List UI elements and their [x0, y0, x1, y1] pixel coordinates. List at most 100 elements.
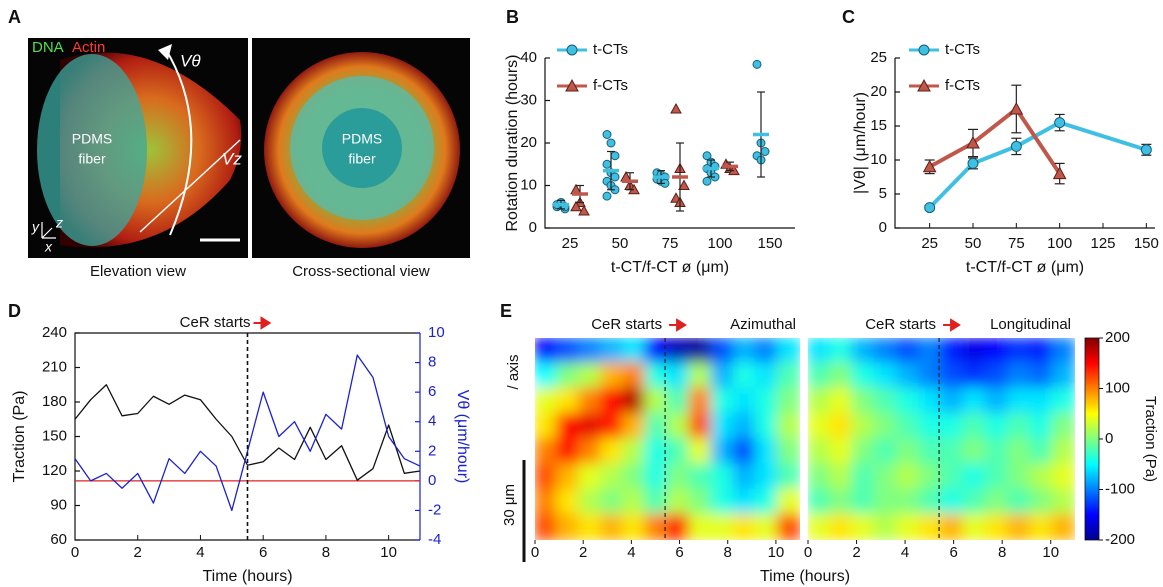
series-line	[74, 354, 421, 512]
cell	[808, 438, 832, 466]
cell	[644, 412, 669, 440]
cell	[851, 488, 876, 516]
x-tick-label: 75	[662, 235, 679, 252]
y-tick-label: 25	[870, 49, 887, 66]
cell	[578, 463, 603, 491]
cell	[578, 438, 603, 466]
y-tick-label: -4	[428, 531, 441, 548]
cell	[873, 513, 898, 540]
cell	[873, 488, 898, 516]
cell	[622, 513, 647, 540]
y-tick-label: 210	[42, 358, 67, 375]
cell	[644, 488, 669, 516]
cell	[535, 362, 559, 390]
cell	[1029, 338, 1054, 365]
cell	[622, 412, 647, 440]
cell	[710, 412, 735, 440]
cell	[873, 387, 898, 415]
cell	[622, 488, 647, 516]
cell	[896, 513, 921, 540]
cell	[600, 412, 625, 440]
cell	[776, 387, 800, 415]
series-line	[928, 106, 1062, 175]
view-label: Cross-sectional view	[292, 263, 430, 280]
side-label: / axis	[505, 354, 522, 389]
y-axis-label: |Vθ| (μm/hour)	[852, 92, 869, 194]
y-tick-label: 10	[428, 324, 445, 341]
cell	[962, 338, 987, 365]
series-line	[74, 384, 421, 481]
cell	[829, 463, 854, 491]
x-tick-label: 4	[196, 544, 204, 561]
x-tick-label: 2	[852, 544, 860, 561]
cell	[985, 513, 1010, 540]
cell	[622, 438, 647, 466]
cell	[556, 338, 581, 365]
scale-label: 30 μm	[501, 484, 518, 526]
y-tick-label: 120	[42, 462, 67, 479]
x-tick-label: 0	[804, 544, 812, 561]
cell	[808, 488, 832, 516]
cell	[985, 438, 1010, 466]
y-tick-label: 15	[870, 117, 887, 134]
y-tick-label: 0	[428, 472, 436, 489]
cell	[940, 488, 965, 516]
x-tick-label: 0	[71, 544, 79, 561]
y-tick-label: 90	[50, 496, 67, 513]
cell	[896, 438, 921, 466]
cell	[1051, 412, 1075, 440]
cell	[808, 412, 832, 440]
cell	[556, 362, 581, 390]
colorbar	[1084, 337, 1100, 541]
x-tick-label: 10	[1042, 544, 1059, 561]
arrowhead	[158, 44, 172, 60]
heatmap-cells	[535, 338, 800, 540]
cell	[985, 362, 1010, 390]
cell	[578, 412, 603, 440]
cell	[962, 463, 987, 491]
cell	[1051, 362, 1075, 390]
y-tick-label: 0	[879, 219, 887, 236]
cell	[918, 488, 943, 516]
legend-label: f-CTs	[945, 77, 980, 94]
marker	[917, 78, 931, 92]
cell	[644, 438, 669, 466]
x-axis-label: t-CT/f-CT ø (μm)	[966, 259, 1084, 276]
cell	[754, 513, 779, 540]
cell	[829, 438, 854, 466]
cell	[940, 438, 965, 466]
cell	[535, 463, 559, 491]
cell	[578, 513, 603, 540]
x-tick-label: 150	[1134, 235, 1159, 252]
x-tick-label: 75	[1008, 235, 1025, 252]
cell	[1029, 387, 1054, 415]
y-tick-label: 6	[428, 383, 436, 400]
marker	[918, 44, 930, 56]
cell	[829, 338, 854, 365]
arrow	[164, 47, 193, 236]
cell	[732, 438, 757, 466]
cell	[776, 412, 800, 440]
x-tick-label: 6	[675, 544, 683, 561]
x-tick-label: 8	[998, 544, 1006, 561]
cell	[688, 463, 713, 491]
arrow	[139, 139, 241, 233]
cell	[710, 438, 735, 466]
series-line	[928, 120, 1147, 210]
cell	[1051, 438, 1075, 466]
y-tick-label: 40	[520, 49, 537, 66]
x-tick-label: 6	[949, 544, 957, 561]
marker	[602, 130, 612, 139]
cell	[918, 463, 943, 491]
cell	[622, 338, 647, 365]
x-tick-label: 6	[259, 544, 267, 561]
cell	[688, 513, 713, 540]
cell	[1029, 412, 1054, 440]
axes-icon	[41, 222, 56, 239]
cell	[732, 387, 757, 415]
cell	[556, 387, 581, 415]
y-tick-label: 30	[520, 91, 537, 108]
panel-label: C	[842, 7, 855, 27]
cell	[600, 488, 625, 516]
cell	[1029, 362, 1054, 390]
